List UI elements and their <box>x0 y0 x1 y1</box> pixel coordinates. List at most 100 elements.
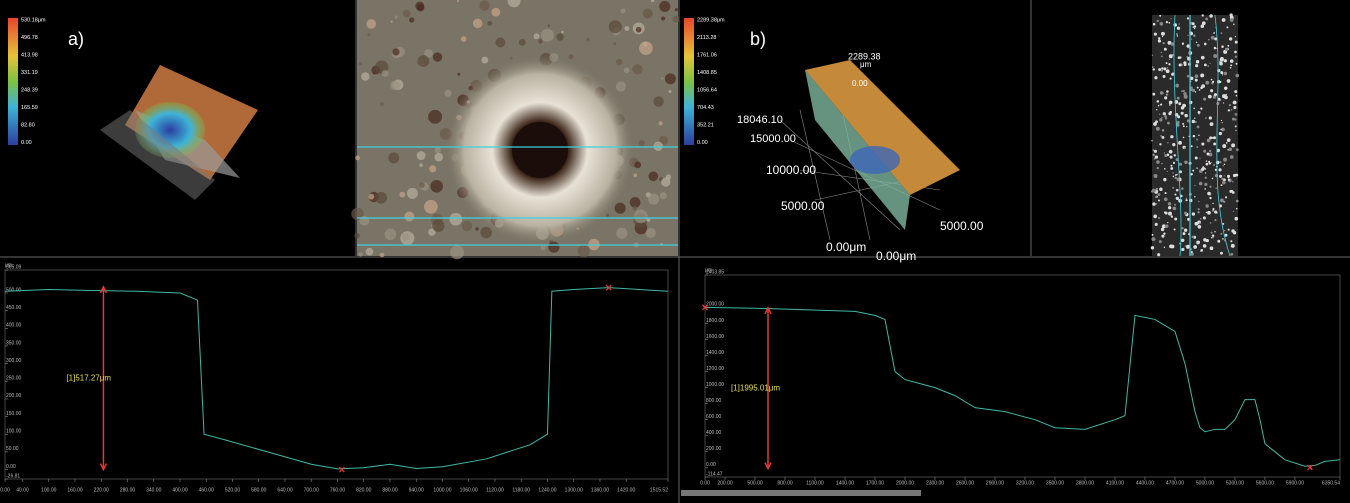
texture <box>1154 222 1158 226</box>
arrow-head <box>764 306 772 471</box>
texture <box>1230 243 1235 248</box>
texture <box>1203 97 1207 101</box>
texture <box>1175 196 1179 200</box>
texture <box>1185 199 1188 202</box>
crater-core <box>512 122 568 178</box>
profile-outline <box>1173 14 1231 257</box>
texture <box>1207 38 1210 41</box>
texture <box>1211 136 1214 139</box>
texture <box>1222 144 1227 148</box>
texture <box>1163 47 1167 51</box>
x-tick-label: 1300.00 <box>565 487 583 493</box>
texture <box>1205 160 1208 162</box>
texture <box>1235 173 1239 177</box>
texture <box>1231 143 1236 148</box>
texture <box>668 90 672 94</box>
texture <box>1222 180 1226 185</box>
texture <box>556 33 564 41</box>
texture <box>1216 212 1218 214</box>
texture <box>577 245 590 258</box>
texture <box>1194 91 1197 93</box>
texture <box>1199 157 1201 159</box>
texture <box>1228 147 1233 152</box>
texture <box>1226 26 1229 29</box>
texture <box>642 8 653 19</box>
colorbar-label: 1761.06 <box>697 52 717 58</box>
texture <box>1200 107 1203 110</box>
texture <box>1170 18 1172 20</box>
axis-label-3d: 5000.00 <box>781 199 825 213</box>
texture <box>1155 187 1159 191</box>
texture <box>1181 247 1185 252</box>
texture <box>632 205 638 211</box>
texture <box>1165 20 1169 24</box>
measure-label: [1]1995.01μm <box>731 383 780 392</box>
texture <box>1164 211 1168 215</box>
marker <box>1306 464 1313 471</box>
texture <box>1168 63 1171 66</box>
texture <box>1175 188 1179 192</box>
texture <box>1177 115 1181 119</box>
texture <box>1221 127 1225 132</box>
x-tick-label: 820.00 <box>356 487 372 493</box>
texture <box>449 212 463 226</box>
texture <box>1222 102 1225 104</box>
texture <box>1167 206 1172 210</box>
texture <box>1206 152 1210 156</box>
texture <box>1164 197 1168 202</box>
texture <box>1225 142 1228 144</box>
texture <box>638 139 645 147</box>
texture <box>1151 188 1156 193</box>
texture <box>1190 88 1194 92</box>
texture <box>1194 117 1196 119</box>
texture <box>355 155 360 161</box>
texture <box>1204 188 1207 190</box>
texture <box>375 191 388 204</box>
axis-label-3d: 5000.00 <box>940 219 984 233</box>
texture <box>1176 33 1179 36</box>
colorbar-label: 1056.64 <box>697 87 717 93</box>
texture <box>1184 113 1188 118</box>
texture <box>1156 100 1160 103</box>
texture <box>1234 118 1237 121</box>
x-tick-label: 1240.00 <box>538 487 556 493</box>
texture <box>1169 77 1172 80</box>
texture <box>424 49 433 58</box>
texture <box>1182 232 1186 236</box>
x-tick-label: 760.00 <box>330 487 346 493</box>
texture <box>674 7 678 12</box>
texture <box>1235 62 1238 65</box>
texture <box>540 244 546 251</box>
texture <box>1153 157 1156 160</box>
texture <box>1158 68 1162 72</box>
texture <box>1190 38 1193 40</box>
texture <box>1213 93 1218 97</box>
texture <box>456 0 459 3</box>
texture <box>1168 211 1172 216</box>
marker <box>702 304 708 311</box>
texture <box>1181 42 1185 45</box>
texture <box>623 67 630 74</box>
texture <box>1168 100 1173 105</box>
texture <box>1234 90 1238 94</box>
texture <box>1180 111 1184 115</box>
texture <box>461 220 473 232</box>
texture <box>1197 208 1200 211</box>
colorbar-label: 530.18μm <box>21 17 46 23</box>
texture <box>1174 217 1178 221</box>
marker <box>605 284 612 291</box>
texture <box>629 197 641 208</box>
texture <box>1220 71 1224 75</box>
texture <box>1220 198 1224 203</box>
texture <box>1197 110 1201 114</box>
texture <box>1159 187 1163 191</box>
texture <box>481 56 489 64</box>
texture <box>1161 224 1166 229</box>
texture <box>1152 202 1156 206</box>
texture <box>1209 62 1211 65</box>
texture <box>1190 145 1193 148</box>
x-tick-label: 340.00 <box>146 487 162 493</box>
colorbar-label: 82.80 <box>21 122 35 128</box>
texture <box>495 37 506 48</box>
texture <box>1153 122 1157 126</box>
